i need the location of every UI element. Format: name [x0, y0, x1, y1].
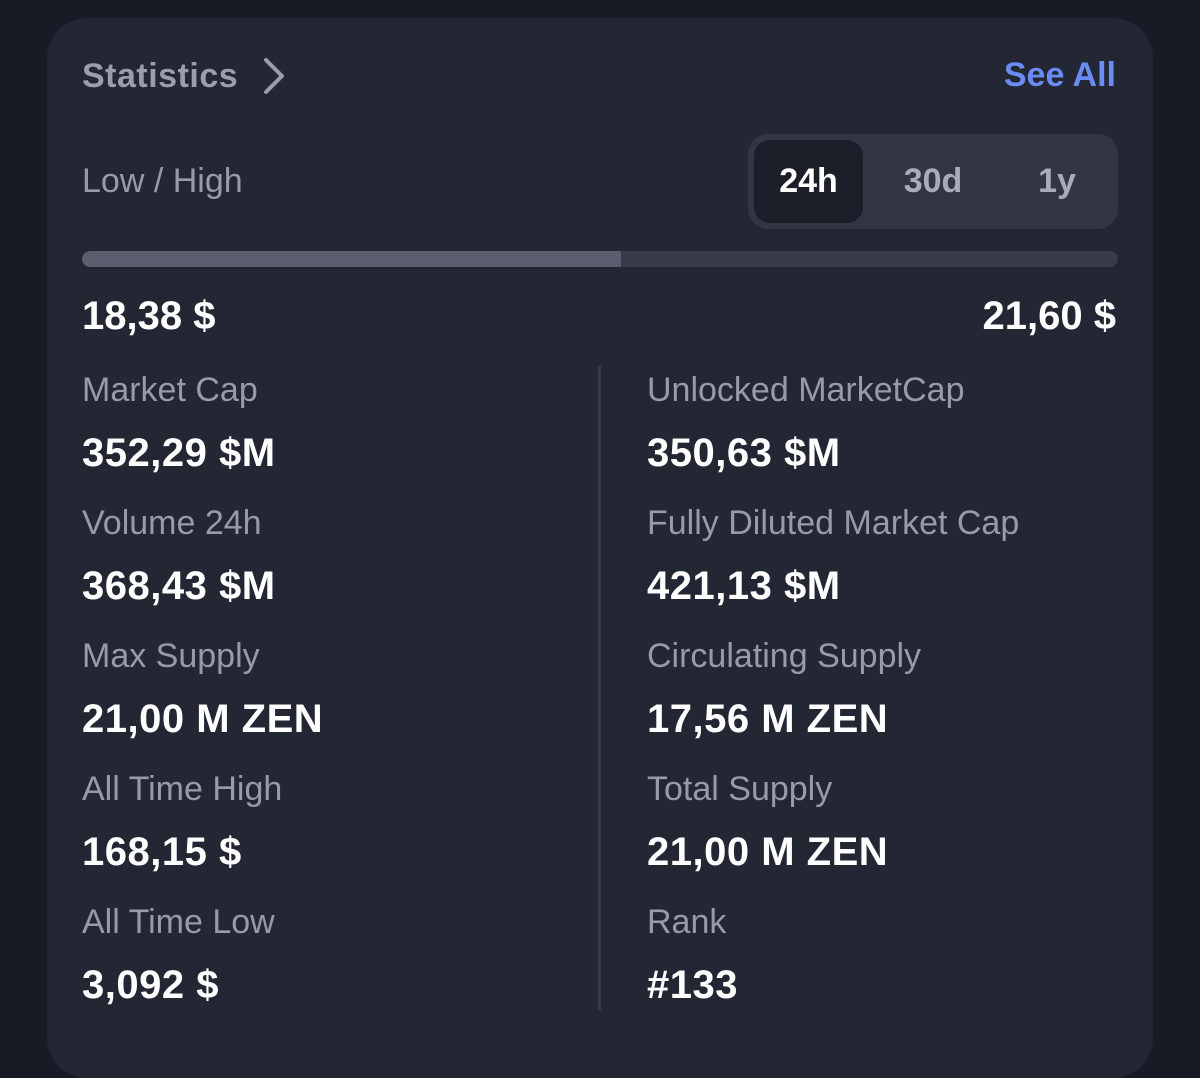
stat-value: 421,13 $M — [647, 564, 841, 608]
stat-total-supply: Total Supply 21,00 M ZEN — [647, 769, 888, 875]
stat-max-supply: Max Supply 21,00 M ZEN — [82, 636, 323, 742]
stat-value: 21,00 M ZEN — [82, 697, 324, 741]
tab-24h[interactable]: 24h — [754, 140, 863, 223]
stat-label: Rank — [647, 903, 727, 941]
stat-value: 17,56 M ZEN — [647, 697, 889, 741]
stat-value: 350,63 $M — [647, 431, 841, 475]
chevron-right-icon — [264, 58, 285, 94]
range-bar-fill — [82, 251, 621, 267]
stat-value: 368,43 $M — [82, 564, 276, 608]
statistics-title: Statistics — [82, 56, 239, 95]
stat-label: Market Cap — [82, 371, 258, 409]
stat-value: 21,00 M ZEN — [647, 830, 889, 874]
stat-value: 168,15 $ — [82, 830, 242, 874]
stat-label: Fully Diluted Market Cap — [647, 504, 1020, 542]
stat-fully-diluted-market-cap: Fully Diluted Market Cap 421,13 $M — [647, 503, 1019, 609]
tab-1y[interactable]: 1y — [1038, 162, 1076, 200]
stat-label: Total Supply — [647, 770, 833, 808]
low-high-range-bar — [82, 251, 1118, 267]
stat-circulating-supply: Circulating Supply 17,56 M ZEN — [647, 636, 921, 742]
stat-value: #133 — [647, 963, 738, 1007]
stat-market-cap: Market Cap 352,29 $M — [82, 370, 276, 476]
column-divider — [598, 366, 601, 1010]
stat-label: Max Supply — [82, 637, 260, 675]
range-low-value: 18,38 $ — [82, 294, 216, 338]
stat-label: All Time High — [82, 770, 283, 808]
stat-label: Circulating Supply — [647, 637, 922, 675]
stat-label: All Time Low — [82, 903, 275, 941]
range-high-value: 21,60 $ — [982, 294, 1116, 338]
stat-value: 352,29 $M — [82, 431, 276, 475]
stat-volume-24h: Volume 24h 368,43 $M — [82, 503, 276, 609]
stat-value: 3,092 $ — [82, 963, 219, 1007]
low-high-label: Low / High — [82, 162, 243, 200]
stat-unlocked-market-cap: Unlocked MarketCap 350,63 $M — [647, 370, 964, 476]
stat-all-time-high: All Time High 168,15 $ — [82, 769, 282, 875]
stat-label: Volume 24h — [82, 504, 262, 542]
stat-all-time-low: All Time Low 3,092 $ — [82, 902, 275, 1008]
timeframe-segmented-control: 24h 30d 1y — [748, 134, 1118, 229]
tab-30d[interactable]: 30d — [903, 162, 963, 200]
statistics-header-link[interactable]: Statistics — [82, 56, 292, 96]
see-all-link[interactable]: See All — [1003, 56, 1116, 94]
stat-label: Unlocked MarketCap — [647, 371, 965, 409]
stat-rank: Rank #133 — [647, 902, 738, 1008]
